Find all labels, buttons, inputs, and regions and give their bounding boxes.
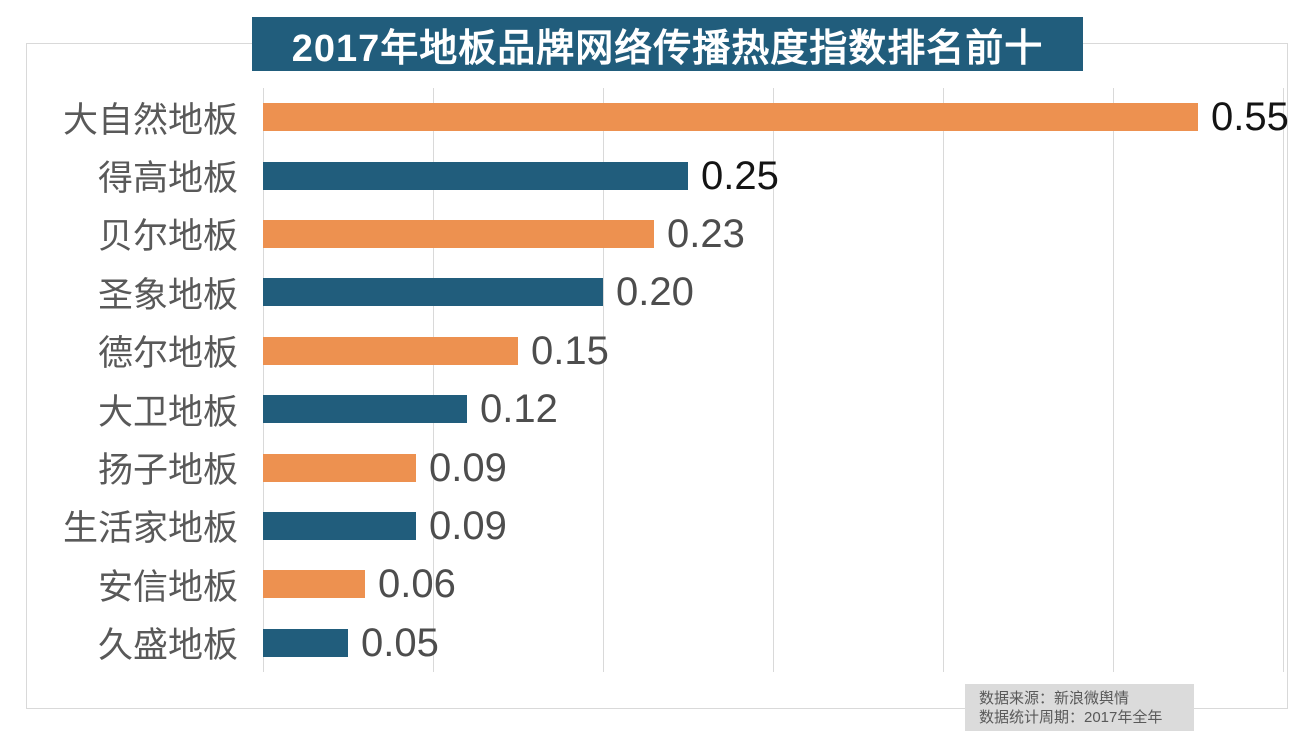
value-label: 0.15 <box>531 328 609 373</box>
gridline <box>603 88 604 672</box>
value-label: 0.12 <box>480 387 558 432</box>
bar-2 <box>263 161 688 190</box>
bar-10 <box>263 628 348 657</box>
bar-row: 0.06 <box>263 555 1283 613</box>
chart-title: 2017年地板品牌网络传播热度指数排名前十 <box>291 27 1044 70</box>
category-label: 大自然地板 <box>62 100 238 140</box>
bar-row: 0.05 <box>263 614 1283 672</box>
category-label: 大卫地板 <box>97 392 238 432</box>
value-label: 0.09 <box>429 503 507 548</box>
bar-row: 0.09 <box>263 497 1283 555</box>
data-period-line: 数据统计周期：2017年全年 <box>979 709 1163 726</box>
gridline <box>1113 88 1114 672</box>
value-label: 0.55 <box>1211 95 1289 140</box>
bar-6 <box>263 395 467 424</box>
category-label: 圣象地板 <box>97 275 238 315</box>
category-label: 得高地板 <box>97 159 238 199</box>
gridline <box>1283 88 1284 672</box>
bar-row: 0.20 <box>263 263 1283 321</box>
category-label: 安信地板 <box>97 567 238 607</box>
gridline <box>433 88 434 672</box>
category-label: 久盛地板 <box>97 626 238 666</box>
bar-row: 0.55 <box>263 88 1289 146</box>
bar-row: 0.25 <box>263 146 1283 204</box>
value-label: 0.25 <box>701 153 779 198</box>
category-label: 德尔地板 <box>97 334 238 374</box>
value-label: 0.09 <box>429 445 507 490</box>
value-label: 0.06 <box>378 562 456 607</box>
category-label: 生活家地板 <box>62 509 238 549</box>
gridline <box>263 88 264 672</box>
bar-row: 0.23 <box>263 205 1283 263</box>
chart-plot-border <box>26 43 1288 709</box>
bar-row: 0.09 <box>263 438 1283 496</box>
data-source-line: 数据来源：新浪微舆情 <box>979 690 1130 707</box>
bar-row: 0.15 <box>263 322 1283 380</box>
bar-4 <box>263 278 603 307</box>
value-label: 0.05 <box>361 620 439 665</box>
data-source-box: 数据来源：新浪微舆情 数据统计周期：2017年全年 <box>965 684 1194 731</box>
category-label: 贝尔地板 <box>97 217 238 257</box>
category-label: 扬子地板 <box>97 451 238 491</box>
value-label: 0.23 <box>667 211 745 256</box>
bar-7 <box>263 453 416 482</box>
category-axis-labels: 大自然地板得高地板贝尔地板圣象地板德尔地板大卫地板扬子地板生活家地板安信地板久盛… <box>0 88 250 672</box>
value-label: 0.20 <box>616 270 694 315</box>
gridline <box>773 88 774 672</box>
plot-area: 0.55 0.25 0.23 0.20 0.15 0.12 0.09 0.09 0.06 0.05 <box>263 88 1289 672</box>
bar-1 <box>263 103 1198 132</box>
chart-title-banner: 2017年地板品牌网络传播热度指数排名前十 <box>252 17 1083 71</box>
bar-3 <box>263 219 654 248</box>
gridline <box>943 88 944 672</box>
bar-5 <box>263 336 518 365</box>
bar-row: 0.12 <box>263 380 1283 438</box>
bar-9 <box>263 570 365 599</box>
bar-8 <box>263 511 416 540</box>
